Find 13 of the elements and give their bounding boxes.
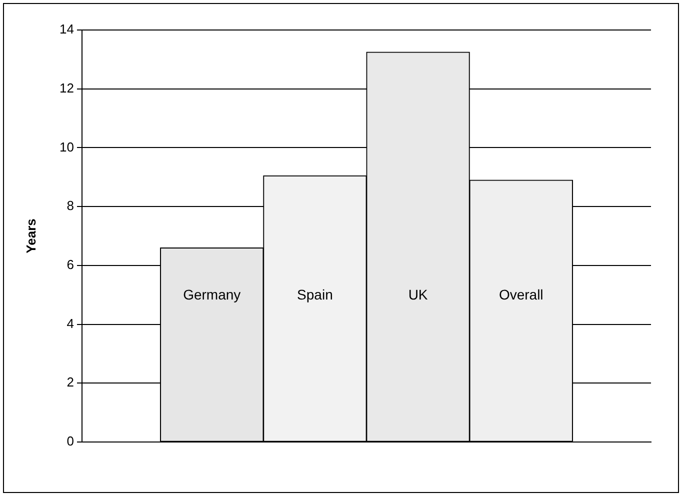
x-tick-label: Spain: [297, 286, 333, 303]
y-tick-label: 14: [60, 22, 74, 37]
x-tick-label: Germany: [183, 286, 241, 303]
y-tick-label: 2: [66, 374, 74, 390]
y-tick-label: 4: [66, 316, 74, 331]
y-tick-label: 10: [60, 139, 74, 154]
y-tick-label: 8: [66, 198, 74, 214]
y-tick-label: 6: [66, 257, 74, 272]
x-tick-label: UK: [408, 286, 428, 303]
y-tick-label: 0: [66, 434, 74, 449]
y-tick-label: 12: [60, 80, 74, 96]
x-tick-label: Overall: [498, 286, 544, 303]
y-axis-title: Years: [23, 218, 38, 254]
